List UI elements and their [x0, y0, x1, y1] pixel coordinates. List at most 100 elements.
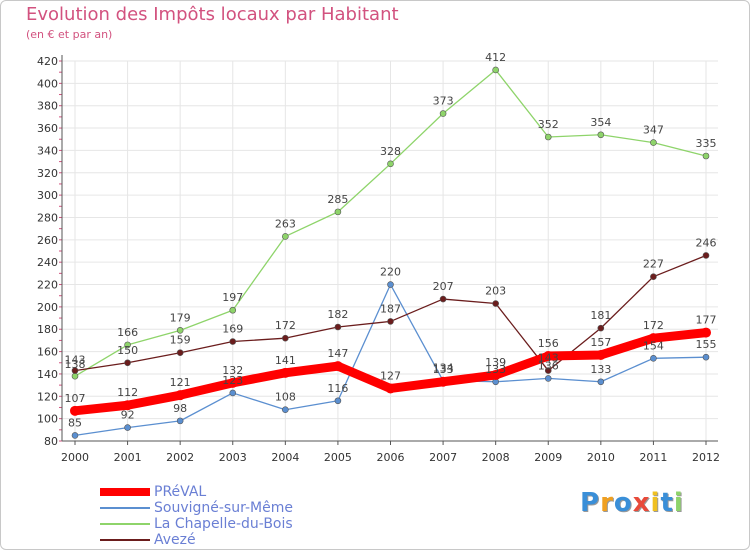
- data-label-souvigne-sur-meme-2002: 98: [173, 402, 187, 415]
- y-tick-label-180: 180: [37, 323, 58, 336]
- point-la-chapelle-du-bois-2002: [176, 327, 184, 334]
- chart-title: Evolution des Impôts locaux par Habitant: [26, 4, 399, 25]
- data-label-aveze-2005: 182: [327, 308, 348, 321]
- point-aveze-2010: [597, 324, 605, 332]
- point-aveze-2004: [282, 334, 289, 342]
- x-tick-label-2008: 2008: [482, 451, 510, 464]
- logo-letter: i: [673, 488, 684, 518]
- y-tick-label-200: 200: [37, 301, 58, 314]
- data-label-souvigne-sur-meme-2012: 155: [696, 338, 717, 351]
- data-label-preval-2002: 121: [170, 376, 191, 389]
- axes: [59, 55, 718, 445]
- data-label-aveze-2011: 227: [643, 258, 664, 271]
- point-preval-2007: [438, 376, 449, 387]
- point-preval-2004: [280, 367, 291, 378]
- point-la-chapelle-du-bois-2005: [334, 208, 342, 216]
- legend-swatch-aveze: [100, 539, 150, 541]
- data-label-la-chapelle-du-bois-2011: 347: [643, 124, 664, 137]
- point-la-chapelle-du-bois-2009: [544, 133, 552, 141]
- data-label-aveze-2008: 203: [485, 285, 506, 298]
- data-label-preval-2000: 107: [65, 392, 86, 405]
- x-tick-label-2009: 2009: [534, 451, 562, 464]
- data-label-preval-2011: 172: [643, 319, 664, 332]
- point-preval-2005: [332, 361, 343, 372]
- x-tick-label-2000: 2000: [61, 451, 89, 464]
- data-label-aveze-2012: 246: [696, 236, 717, 249]
- point-preval-2012: [701, 327, 711, 338]
- legend-swatch-preval: [100, 488, 150, 496]
- logo-letter: x: [632, 488, 651, 518]
- data-label-la-chapelle-du-bois-2012: 335: [696, 137, 717, 150]
- x-tick-label-2002: 2002: [166, 451, 194, 464]
- y-tick-label-120: 120: [37, 390, 58, 403]
- point-la-chapelle-du-bois-2010: [597, 131, 605, 139]
- point-aveze-2000: [71, 367, 79, 374]
- data-label-la-chapelle-du-bois-2009: 352: [538, 118, 559, 131]
- point-la-chapelle-du-bois-2011: [650, 139, 657, 146]
- data-label-aveze-2009: 143: [538, 352, 559, 365]
- data-label-aveze-2002: 159: [170, 334, 191, 347]
- point-aveze-2011: [650, 273, 657, 281]
- y-tick-labels: 80 100 120 140 160 180 200 220 240 260 280 300 320 34…: [37, 55, 58, 448]
- data-label-la-chapelle-du-bois-2006: 328: [380, 145, 401, 158]
- data-label-aveze-2006: 187: [380, 302, 401, 315]
- point-aveze-2002: [176, 349, 184, 357]
- point-aveze-2009: [544, 367, 552, 374]
- x-tick-label-2007: 2007: [429, 451, 457, 464]
- chart-subtitle: (en € et par an): [26, 28, 113, 41]
- x-tick-label-2001: 2001: [114, 451, 142, 464]
- logo-letter: r: [600, 488, 614, 518]
- point-souvigne-sur-meme-2001: [124, 424, 131, 431]
- point-la-chapelle-du-bois-2008: [492, 66, 499, 74]
- point-souvigne-sur-meme-2009: [544, 375, 552, 382]
- data-label-souvigne-sur-meme-2007: 134: [433, 362, 454, 375]
- legend-swatch-souvigne: [100, 507, 150, 509]
- proxiti-logo: Proxiti: [580, 488, 684, 518]
- data-label-souvigne-sur-meme-2004: 108: [275, 391, 296, 404]
- y-tick-label-100: 100: [37, 413, 58, 426]
- data-label-la-chapelle-du-bois-2003: 197: [222, 291, 243, 304]
- point-la-chapelle-du-bois-2003: [229, 306, 237, 314]
- legend-label-aveze: Avezé: [154, 532, 196, 548]
- y-tick-label-260: 260: [37, 234, 58, 247]
- logo-letter: P: [580, 488, 601, 518]
- data-label-souvigne-sur-meme-2010: 133: [590, 363, 611, 376]
- data-label-souvigne-sur-meme-2011: 154: [643, 339, 664, 352]
- legend-label-preval: PRéVAL: [154, 484, 207, 500]
- data-label-preval-2010: 157: [590, 336, 611, 349]
- y-tick-label-240: 240: [37, 256, 58, 269]
- point-preval-2000: [70, 405, 80, 416]
- data-label-aveze-2003: 169: [222, 323, 243, 336]
- data-label-la-chapelle-du-bois-2005: 285: [327, 193, 348, 206]
- data-label-la-chapelle-du-bois-2010: 354: [590, 116, 611, 129]
- x-tick-label-2005: 2005: [324, 451, 352, 464]
- y-tick-label-280: 280: [37, 211, 58, 224]
- y-tick-label-160: 160: [37, 346, 58, 359]
- x-tick-label-2006: 2006: [377, 451, 405, 464]
- point-la-chapelle-du-bois-2000: [71, 372, 79, 380]
- data-label-la-chapelle-du-bois-2004: 263: [275, 217, 296, 230]
- point-aveze-2006: [387, 318, 394, 325]
- series-points: [70, 66, 711, 439]
- point-aveze-2007: [439, 295, 447, 303]
- legend-label-souvigne: Souvigné-sur-Même: [154, 500, 293, 516]
- data-label-aveze-2004: 172: [275, 319, 296, 332]
- y-tick-label-140: 140: [37, 368, 58, 381]
- point-souvigne-sur-meme-2011: [650, 354, 657, 362]
- data-label-souvigne-sur-meme-2006: 220: [380, 266, 401, 279]
- point-aveze-2012: [702, 252, 710, 259]
- data-label-aveze-2010: 181: [590, 309, 611, 322]
- point-souvigne-sur-meme-2005: [334, 397, 342, 405]
- logo-letter: o: [613, 488, 633, 518]
- x-tick-label-2004: 2004: [271, 451, 299, 464]
- point-aveze-2003: [229, 338, 237, 345]
- point-preval-2003: [227, 377, 238, 388]
- point-la-chapelle-du-bois-2012: [702, 152, 710, 160]
- point-preval-2010: [595, 349, 606, 360]
- point-souvigne-sur-meme-2002: [176, 417, 184, 425]
- point-souvigne-sur-meme-2006: [387, 281, 394, 288]
- point-preval-2002: [175, 390, 186, 401]
- x-tick-labels: 2000 2001 2002 2003 2004 2005 2006 2007 2008 2009…: [61, 451, 720, 464]
- data-label-la-chapelle-du-bois-2001: 166: [117, 326, 138, 339]
